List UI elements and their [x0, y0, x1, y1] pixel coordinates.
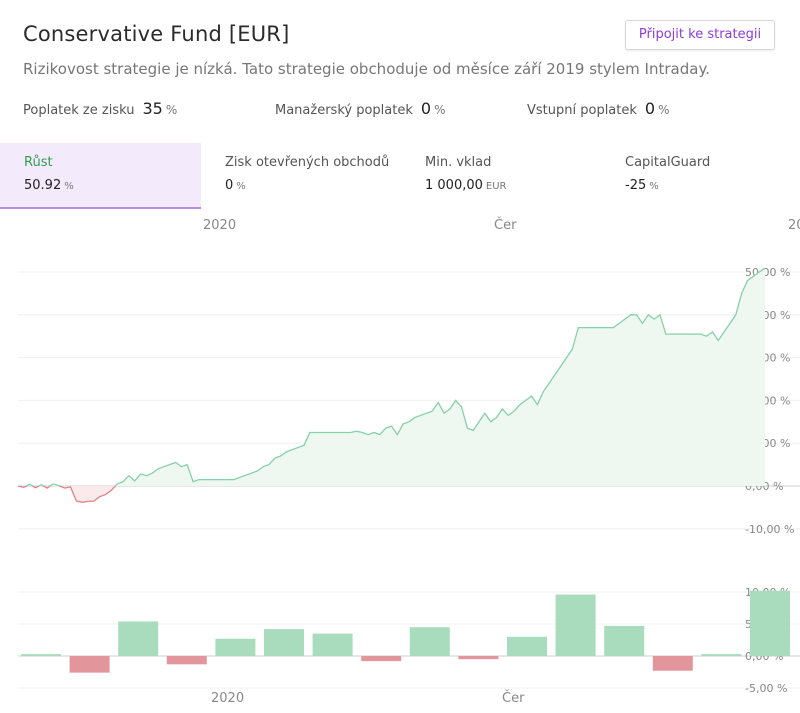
x-tick-label-top: 2020: [203, 218, 236, 233]
month-bar: [409, 627, 450, 656]
month-bar: [361, 656, 402, 662]
tab-min-deposit[interactable]: Min. vklad 1 000,00 EUR: [401, 143, 601, 209]
tab-capital-guard-unit: %: [649, 181, 659, 192]
month-bar: [555, 594, 596, 656]
month-bar: [312, 633, 353, 656]
join-strategy-button[interactable]: Připojit ke strategii: [625, 20, 775, 50]
management-fee: Manažerský poplatek 0%: [275, 99, 445, 118]
tab-growth[interactable]: Růst 50.92%: [0, 143, 201, 209]
tab-capital-guard-label: CapitalGuard: [625, 155, 711, 170]
management-fee-value: 0: [420, 99, 432, 118]
y-tick-label: -10,00 %: [745, 523, 794, 536]
page-title: Conservative Fund [EUR]: [23, 22, 290, 46]
tab-open-trades-value: 0: [225, 178, 234, 193]
tab-capital-guard-value-row: -25%: [625, 178, 800, 193]
tab-capital-guard-value: -25: [625, 178, 647, 193]
growth-line-positive: [18, 267, 766, 486]
x-tick-label-bottom: 2020: [211, 691, 244, 706]
metric-tabs: Růst 50.92% Zisk otevřených obchodů 0% M…: [0, 143, 800, 209]
month-bar: [507, 636, 547, 656]
month-bar: [69, 656, 110, 673]
month-bar: [458, 656, 499, 660]
growth-area-positive: [18, 268, 765, 486]
management-fee-label: Manažerský poplatek: [275, 103, 413, 118]
tab-min-deposit-unit: EUR: [485, 181, 507, 192]
strategy-description: Rizikovost strategie je nízká. Tato stra…: [23, 60, 710, 78]
x-tick-label-top: Čer: [494, 217, 517, 233]
tab-growth-label: Růst: [24, 155, 53, 170]
entry-fee: Vstupní poplatek 0%: [527, 99, 670, 118]
month-bar: [215, 638, 256, 656]
x-tick-label-bottom: Čer: [502, 690, 525, 706]
month-bar: [21, 654, 61, 656]
tab-open-trades[interactable]: Zisk otevřených obchodů 0%: [201, 143, 401, 209]
month-bar: [701, 654, 742, 656]
profit-fee: Poplatek ze zisku 35%: [23, 99, 177, 118]
tab-min-deposit-label: Min. vklad: [425, 155, 492, 170]
month-bar: [652, 656, 693, 671]
profit-fee-label: Poplatek ze zisku: [23, 103, 135, 118]
entry-fee-value: 0: [644, 99, 656, 118]
month-bar: [604, 625, 645, 656]
entry-fee-label: Vstupní poplatek: [527, 103, 637, 118]
profit-fee-value: 35: [142, 99, 163, 118]
bar-y-tick-label: -5,00 %: [745, 682, 787, 695]
month-bar: [118, 621, 159, 656]
tab-min-deposit-value-row: 1 000,00 EUR: [425, 178, 601, 193]
month-bar: [264, 629, 304, 656]
tab-open-trades-unit: %: [236, 181, 246, 192]
tab-capital-guard[interactable]: CapitalGuard -25%: [601, 143, 800, 209]
x-tick-label-top: 20: [788, 218, 800, 233]
tab-open-trades-label: Zisk otevřených obchodů: [225, 155, 390, 170]
profit-fee-unit: %: [165, 103, 178, 117]
tab-open-trades-value-row: 0%: [225, 178, 401, 193]
tab-growth-unit: %: [64, 181, 74, 192]
tab-min-deposit-value: 1 000,00: [425, 178, 483, 193]
tab-growth-value-row: 50.92%: [24, 178, 201, 193]
month-bar: [166, 656, 207, 665]
entry-fee-unit: %: [658, 103, 670, 117]
tab-growth-value: 50.92: [24, 178, 62, 193]
monthly-bars: [21, 590, 790, 673]
month-bar: [750, 590, 790, 656]
management-fee-unit: %: [434, 103, 446, 117]
